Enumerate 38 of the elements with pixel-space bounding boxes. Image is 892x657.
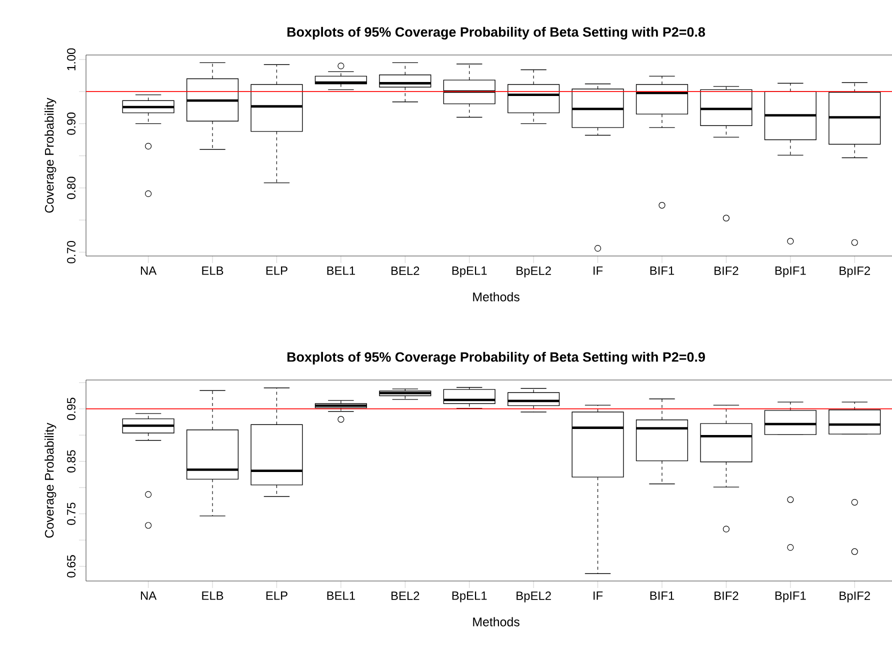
x-tick-label: BIF2 (714, 266, 738, 275)
x-tick-label: ELB (202, 592, 224, 600)
chart-title: Boxplots of 95% Coverage Probability of Beta Setting with P2=0.9 (287, 352, 705, 364)
x-tick-label: BEL2 (392, 266, 420, 275)
x-tick-label: BIF1 (650, 592, 674, 600)
y-tick-label: 0.90 (67, 112, 76, 135)
x-tick-label: ELP (266, 266, 288, 275)
x-axis-title: Methods (473, 617, 520, 626)
chart-title: Boxplots of 95% Coverage Probability of Beta Setting with P2=0.8 (287, 26, 706, 40)
y-tick-label: 0.85 (67, 450, 76, 473)
x-tick-label: BpEL2 (516, 266, 551, 278)
x-tick-label: BpIF2 (840, 266, 870, 278)
x-tick-label: IF (594, 592, 603, 600)
x-tick-label: NA (140, 592, 157, 600)
x-axis-title: Methods (473, 292, 520, 302)
y-axis-title: Coverage Probability (44, 422, 56, 538)
x-tick-label: ELP (266, 592, 288, 600)
x-tick-label: BEL1 (327, 266, 355, 275)
y-axis-title: Coverage Probability (44, 98, 56, 213)
x-tick-label: IF (594, 266, 603, 275)
x-tick-label: BpIF1 (775, 266, 806, 278)
y-tick-label: 0.65 (67, 555, 76, 578)
y-tick-label: 0.70 (67, 240, 76, 264)
x-tick-label: ELB (202, 266, 224, 275)
y-tick-label: 1.00 (67, 48, 76, 70)
x-tick-label: BpEL1 (452, 266, 487, 278)
y-tick-label: 0.95 (67, 398, 76, 420)
x-tick-label: BpIF2 (840, 592, 870, 602)
x-tick-label: BpEL1 (452, 592, 487, 602)
y-tick-label: 0.75 (67, 502, 76, 525)
x-tick-label: BEL1 (327, 592, 355, 600)
y-tick-label: 0.80 (67, 176, 76, 200)
x-tick-label: BEL2 (392, 592, 420, 600)
x-tick-label: BpEL2 (516, 592, 551, 602)
x-tick-label: BIF1 (650, 266, 674, 275)
x-tick-label: BIF2 (714, 592, 738, 600)
x-tick-label: BpIF1 (775, 592, 806, 602)
x-tick-label: NA (140, 266, 157, 275)
